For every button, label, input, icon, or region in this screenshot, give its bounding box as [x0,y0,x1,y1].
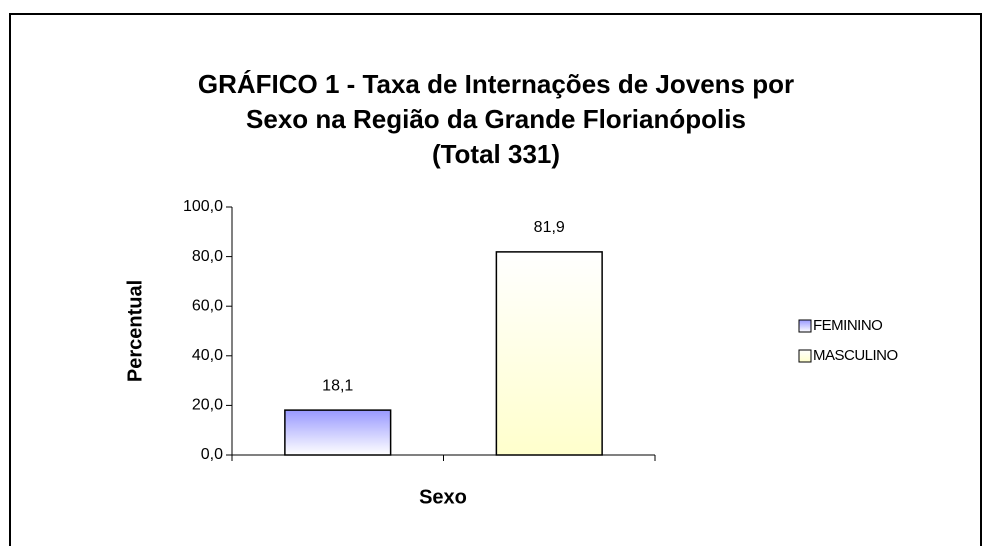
y-axis-label: Percentual [124,280,146,382]
legend-label: FEMININO [813,317,882,334]
x-axis-label: Sexo [419,486,467,508]
bar [495,251,603,456]
y-tick-label: 60,0 [192,297,223,314]
bar [284,409,392,456]
legend-label: MASCULINO [813,347,898,364]
y-tick-label: 20,0 [192,397,223,414]
y-tick-label: 100,0 [183,198,223,215]
legend-swatch [798,319,812,333]
chart-title: GRÁFICO 1 - Taxa de Internações de Joven… [198,69,794,99]
data-label: 81,9 [534,219,565,236]
chart-title: (Total 331) [432,139,560,169]
chart-title: Sexo na Região da Grande Florianópolis [246,104,746,134]
chart-frame [9,13,982,546]
data-label: 18,1 [322,377,353,394]
y-tick-label: 40,0 [192,347,223,364]
y-tick-label: 0,0 [201,446,223,463]
legend-swatch [798,349,812,363]
y-tick-label: 80,0 [192,248,223,265]
